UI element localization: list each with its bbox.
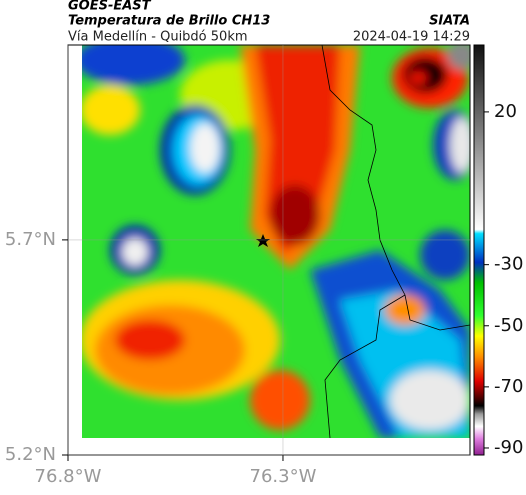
brightness-temperature-image (82, 45, 470, 438)
title: Temperatura de Brillo CH13 (68, 14, 270, 29)
city-marker (256, 234, 270, 247)
y-tick-label: 5.2°N (5, 444, 56, 465)
x-tick-label: 76.8°W (35, 466, 102, 487)
colorbar-tick-label: 20 (494, 101, 517, 122)
agency: SIATA (429, 14, 470, 29)
colorbar (473, 44, 485, 456)
colorbar-tick-label: -90 (494, 437, 523, 458)
colorbar-tick-label: -50 (494, 315, 523, 336)
subtitle: Vía Medellín - Quibdó 50km (68, 30, 248, 45)
colorbar-tick-label: -70 (494, 376, 523, 397)
colorbar-tick-label: -30 (494, 254, 523, 275)
x-tick-label: 76.3°W (250, 466, 317, 487)
y-tick-label: 5.7°N (5, 229, 56, 250)
source: GOES-EAST (68, 0, 152, 14)
datetime: 2024-04-19 14:29 (353, 30, 470, 45)
